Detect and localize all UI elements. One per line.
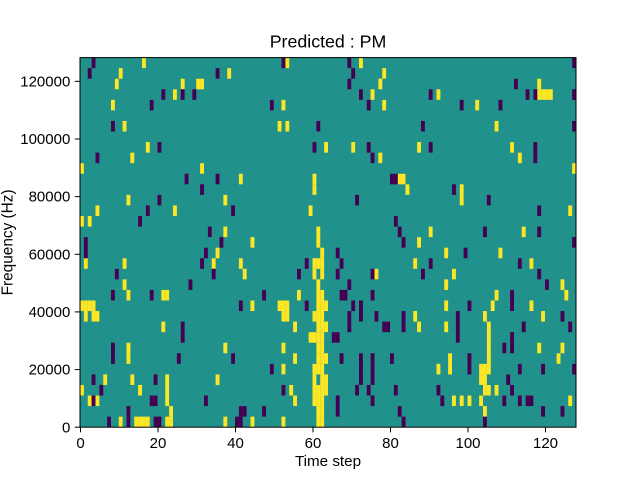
svg-text:60: 60 (305, 435, 322, 452)
svg-text:120000: 120000 (20, 73, 70, 90)
svg-text:80000: 80000 (29, 189, 71, 206)
svg-text:20: 20 (150, 435, 167, 452)
svg-text:120: 120 (533, 435, 558, 452)
svg-text:Time step: Time step (295, 453, 361, 470)
svg-text:Predicted : PM: Predicted : PM (270, 32, 387, 52)
svg-text:80: 80 (382, 435, 399, 452)
svg-text:0: 0 (76, 435, 84, 452)
svg-text:40000: 40000 (29, 304, 71, 321)
svg-text:20000: 20000 (29, 362, 71, 379)
svg-text:40: 40 (227, 435, 244, 452)
svg-text:100000: 100000 (20, 131, 70, 148)
svg-text:60000: 60000 (29, 246, 71, 263)
svg-text:Frequency (Hz): Frequency (Hz) (0, 189, 17, 295)
svg-text:0: 0 (62, 419, 70, 436)
svg-text:100: 100 (455, 435, 480, 452)
